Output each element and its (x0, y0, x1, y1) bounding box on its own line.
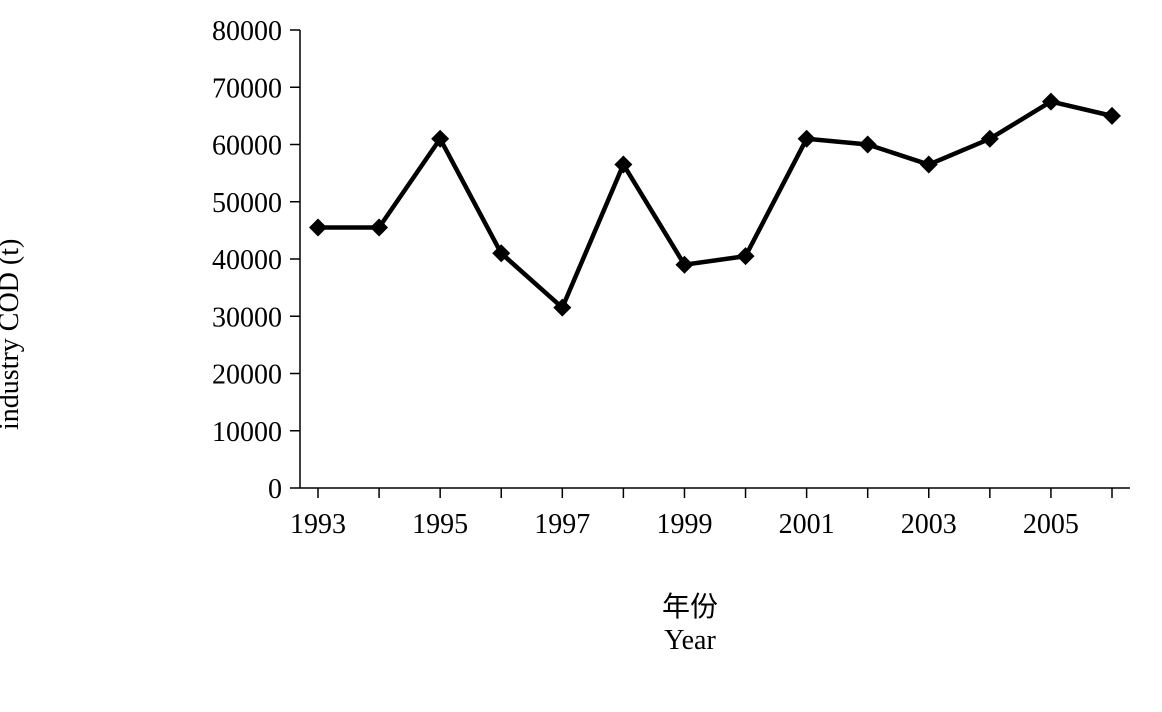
x-tick-label: 1995 (412, 509, 468, 540)
x-axis-label-en: Year (620, 625, 760, 657)
y-tick-label: 60000 (212, 131, 282, 162)
data-marker (737, 247, 755, 265)
data-marker (920, 156, 938, 174)
y-tick-label: 30000 (212, 302, 282, 333)
y-axis-label-en2: industry COD (t) (0, 390, 26, 430)
y-tick-label: 50000 (212, 188, 282, 219)
y-axis-label-group: 工业COD排放量（吨） The emission trend of indust… (0, 390, 262, 430)
x-tick-label: 1999 (656, 509, 712, 540)
y-tick-label: 0 (268, 474, 282, 505)
x-tick-label: 2003 (901, 509, 957, 540)
x-tick-label: 2005 (1023, 509, 1079, 540)
y-tick-label: 20000 (212, 360, 282, 391)
chart-container: 0100002000030000400005000060000700008000… (0, 0, 1162, 712)
chart-plot: 0100002000030000400005000060000700008000… (0, 0, 1162, 712)
data-marker (1103, 107, 1121, 125)
x-tick-label: 1997 (534, 509, 590, 540)
y-tick-label: 40000 (212, 245, 282, 276)
series-line (318, 102, 1112, 308)
data-marker (309, 219, 327, 237)
x-axis-label-group: 年份 Year (620, 585, 760, 657)
x-tick-label: 2001 (779, 509, 835, 540)
y-tick-label: 70000 (212, 73, 282, 104)
data-marker (859, 136, 877, 154)
x-tick-label: 1993 (290, 509, 346, 540)
y-tick-label: 80000 (212, 16, 282, 47)
x-axis-label-cn: 年份 (620, 585, 760, 625)
data-marker (798, 130, 816, 148)
